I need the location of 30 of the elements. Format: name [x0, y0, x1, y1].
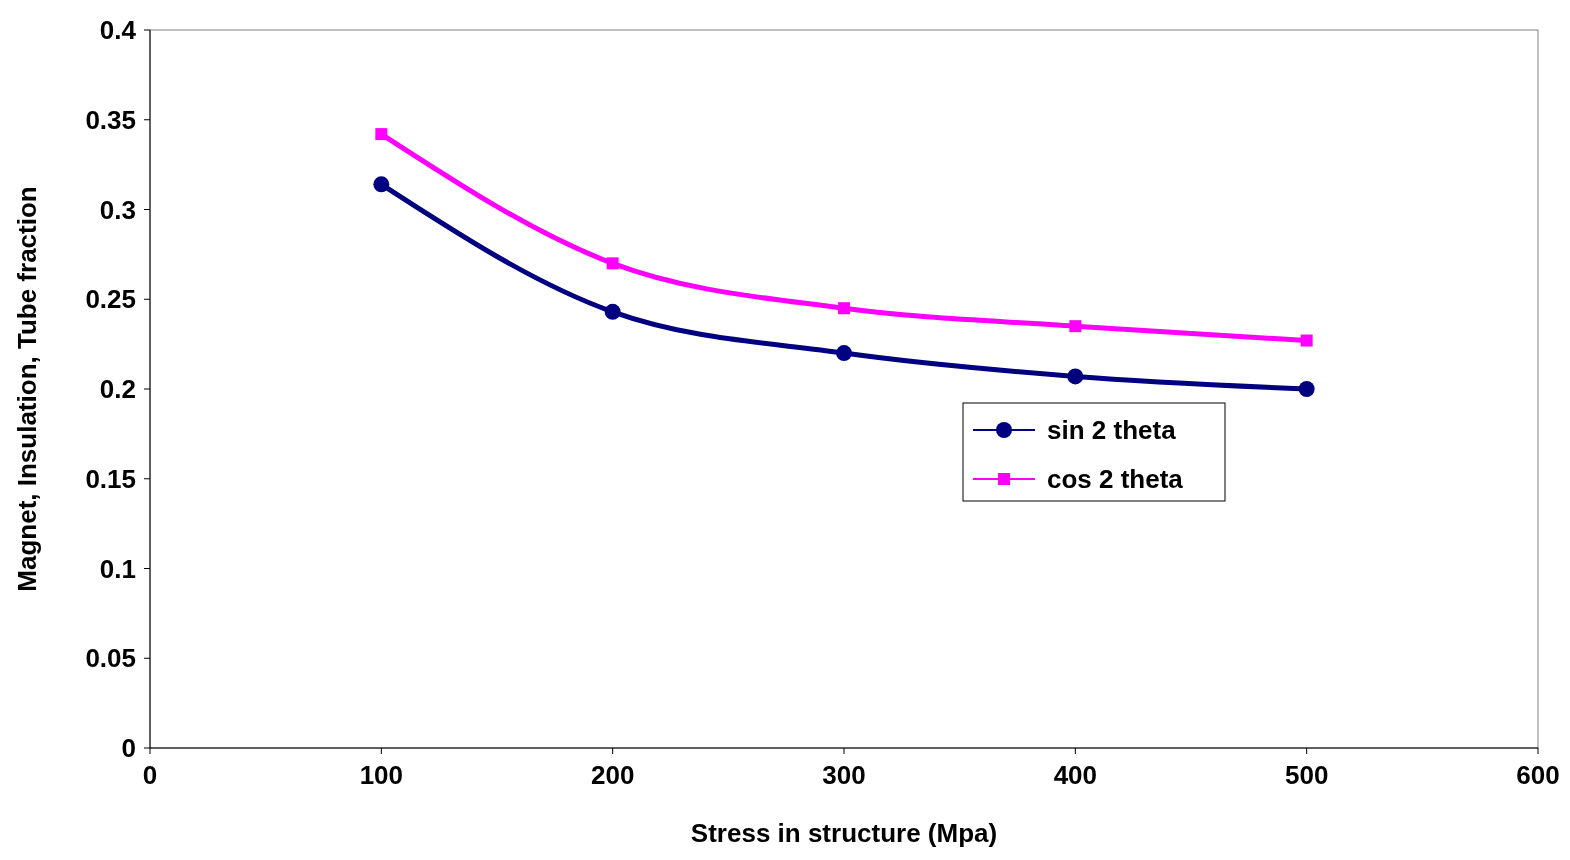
- point: [1069, 320, 1082, 333]
- y-tick-label: 0.05: [85, 643, 136, 674]
- y-tick-label: 0.3: [99, 194, 136, 225]
- x-tick-label: 0: [142, 760, 158, 790]
- point: [606, 257, 619, 270]
- x-tick-label: 200: [590, 760, 635, 790]
- point: [1300, 334, 1313, 347]
- x-tick-label: 100: [359, 760, 404, 790]
- y-tick-label: 0.1: [99, 553, 136, 584]
- point: [373, 176, 390, 193]
- y-tick-label: 0.35: [85, 104, 136, 135]
- x-axis-title: Stress in structure (Mpa): [690, 818, 998, 848]
- y-tick-label: 0.2: [99, 374, 136, 404]
- point: [604, 303, 621, 320]
- legend-label: cos 2 theta: [1047, 464, 1184, 494]
- point: [836, 345, 852, 362]
- point: [1067, 368, 1084, 385]
- legend-label: sin 2 theta: [1047, 415, 1177, 445]
- y-tick-label: 0.4: [99, 15, 137, 45]
- x-tick-label: 600: [1516, 760, 1560, 790]
- x-tick-label: 400: [1053, 760, 1098, 790]
- y-tick-label: 0: [121, 733, 136, 763]
- point: [838, 302, 850, 315]
- y-axis-title: Magnet, Insulation, Tube fraction: [12, 186, 42, 592]
- x-tick-label: 500: [1284, 760, 1329, 790]
- y-tick-label: 0.25: [85, 284, 136, 315]
- x-tick-label: 300: [822, 760, 866, 790]
- y-tick-label: 0.15: [85, 463, 136, 494]
- point: [375, 128, 388, 141]
- point: [1298, 381, 1315, 397]
